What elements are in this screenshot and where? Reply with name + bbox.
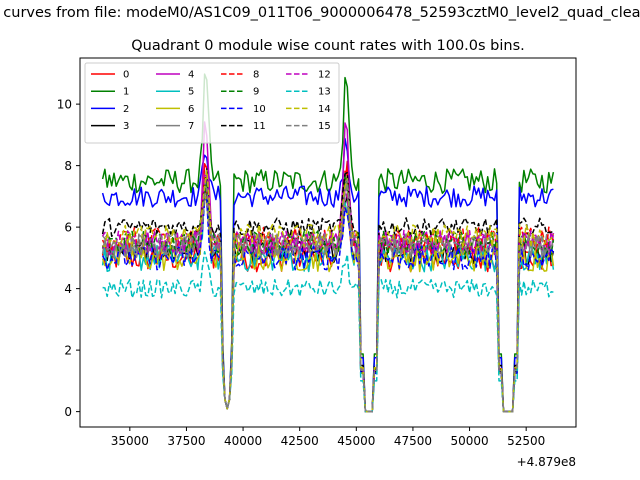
figure-suptitle: Light curves from file: modeM0/AS1C09_01… (0, 0, 640, 26)
x-tick-label: 42500 (281, 434, 319, 448)
legend-box (84, 62, 340, 144)
series-layer (101, 73, 555, 413)
plot-frame (79, 57, 577, 428)
legend-label-10: 10 (253, 104, 266, 115)
series-line-9 (101, 173, 555, 413)
series-line-12 (101, 174, 555, 413)
x-tick-label: 47500 (394, 434, 432, 448)
chart-title: Quadrant 0 module wise count rates with … (131, 38, 525, 54)
series-line-13 (102, 250, 554, 413)
legend-label-0: 0 (123, 70, 129, 81)
y-tick-label: 8 (64, 159, 72, 173)
legend-label-15: 15 (318, 121, 331, 132)
legend-label-2: 2 (123, 104, 129, 115)
legend-label-11: 11 (253, 121, 266, 132)
legend-label-9: 9 (253, 87, 259, 98)
x-axis-offset-label: +4.879e8 (517, 455, 576, 469)
legend-label-12: 12 (318, 70, 331, 81)
series-line-1 (101, 73, 555, 413)
legend-label-6: 6 (188, 104, 194, 115)
series-line-11 (101, 168, 554, 413)
series-line-6 (101, 192, 555, 413)
x-tick-label: 37500 (167, 434, 205, 448)
series-line-14 (102, 169, 555, 413)
x-axis: 35000 37500 40000 42500 45000 47500 50000 52500 (111, 427, 545, 448)
y-axis: 0 2 4 6 8 10 (57, 98, 80, 419)
legend-label-4: 4 (188, 70, 194, 81)
legend-label-7: 7 (188, 121, 194, 132)
figure-suptitle-text: Light curves from file: modeM0/AS1C09_01… (0, 5, 640, 21)
legend-label-1: 1 (123, 87, 129, 98)
legend-label-8: 8 (253, 70, 259, 81)
series-line-7 (102, 171, 555, 413)
x-tick-label: 35000 (111, 434, 149, 448)
legend-label-3: 3 (123, 121, 129, 132)
legend-label-5: 5 (188, 87, 194, 98)
y-tick-label: 4 (64, 282, 72, 296)
x-tick-label: 40000 (224, 434, 262, 448)
y-tick-label: 6 (64, 221, 72, 235)
series-line-15 (101, 179, 555, 413)
series-line-8 (101, 170, 555, 413)
legend-label-14: 14 (318, 104, 331, 115)
x-tick-label: 50000 (450, 434, 488, 448)
series-line-10 (101, 198, 555, 413)
y-tick-label: 0 (64, 405, 72, 419)
legend-label-13: 13 (318, 87, 331, 98)
series-line-2 (101, 137, 554, 413)
x-tick-label: 45000 (337, 434, 375, 448)
x-tick-label: 52500 (507, 434, 545, 448)
y-tick-label: 2 (64, 344, 72, 358)
y-tick-label: 10 (57, 98, 72, 112)
